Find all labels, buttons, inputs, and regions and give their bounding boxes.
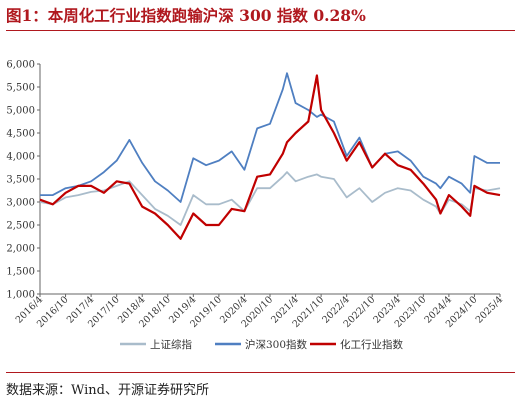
y-tick-label: 6,000	[6, 60, 35, 71]
chart-legend: 上证综指 沪深300指数 化工行业指数	[120, 338, 403, 351]
chart-axes	[39, 64, 500, 295]
y-tick-label: 3,000	[6, 198, 35, 209]
y-axis-ticks: 1,000 1,500 2,000 2,500 3,000 3,500 4,000 4,500…	[6, 60, 40, 301]
series-line-3	[39, 74, 501, 240]
x-axis-ticks: 2016/42016/102017/42017/102018/42018/102…	[14, 294, 505, 330]
line-chart: 1,000 1,500 2,000 2,500 3,000 3,500 4,000 4,500…	[6, 60, 505, 352]
y-tick-label: 5,500	[6, 83, 35, 94]
x-tick-label: 2025/4	[474, 294, 505, 325]
y-tick-label: 4,000	[6, 152, 35, 163]
legend-label-2: 沪深300指数	[245, 338, 308, 351]
y-tick-label: 3,500	[6, 175, 35, 186]
y-tick-label: 5,000	[6, 106, 35, 117]
y-tick-label: 2,000	[6, 244, 35, 255]
legend-label-1: 上证综指	[150, 338, 192, 351]
y-tick-label: 1,000	[6, 290, 35, 301]
source-rule	[6, 372, 515, 373]
series-line-2	[40, 72, 500, 203]
figure-title: 图1：本周化工行业指数跑输沪深 300 指数 0.28%	[6, 6, 366, 25]
title-rule	[6, 30, 515, 31]
y-tick-label: 2,500	[6, 221, 35, 232]
y-tick-label: 4,500	[6, 129, 35, 140]
series-lines	[39, 72, 501, 240]
y-tick-label: 1,500	[6, 267, 35, 278]
legend-label-3: 化工行业指数	[340, 338, 403, 351]
source-note: 数据来源：Wind、开源证券研究所	[6, 383, 209, 398]
